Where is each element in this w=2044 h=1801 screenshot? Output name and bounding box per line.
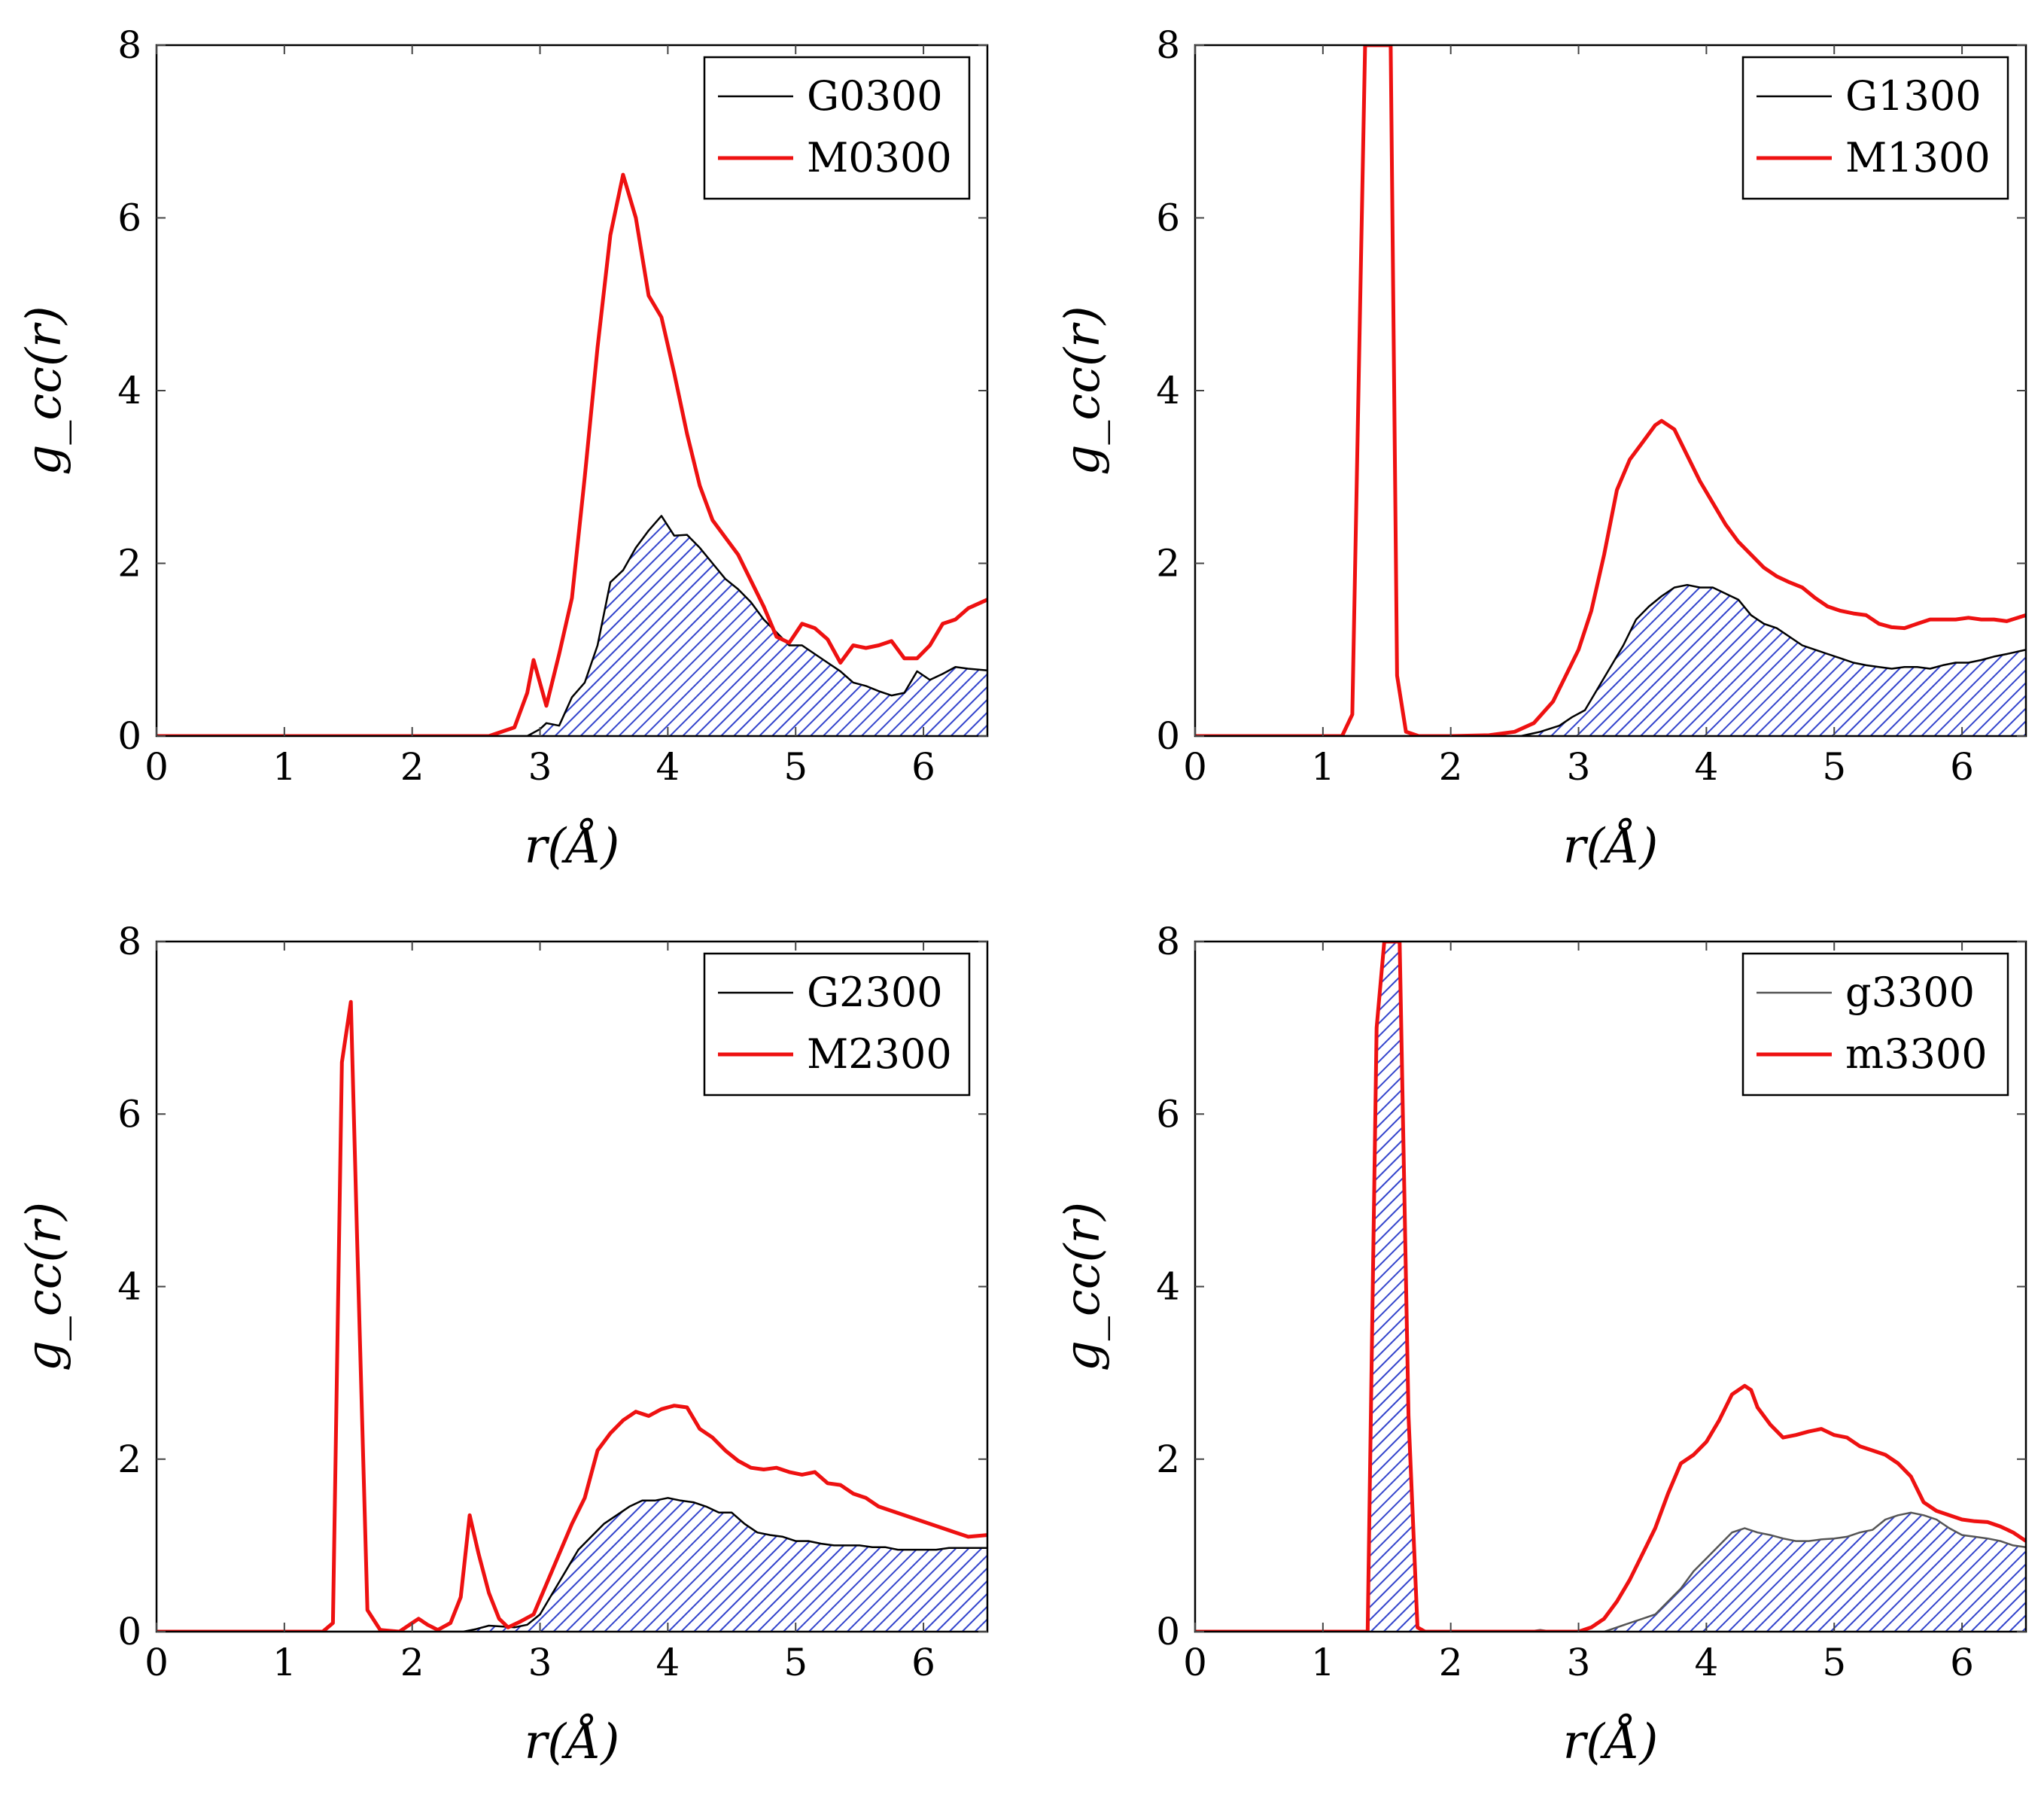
y-tick-label: 2: [1156, 1437, 1180, 1481]
x-tick-label: 5: [783, 745, 808, 789]
y-tick-label: 4: [1156, 1265, 1180, 1309]
y-tick-label: 2: [117, 542, 141, 586]
y-tick-label: 2: [117, 1437, 141, 1481]
chart-panel-2: 0 1 2 3 4 5 6 0 2 4 6 8 r(Å) g_cc(r) G1300 M1300: [1055, 23, 2027, 875]
x-tick-label: 6: [1950, 1641, 1974, 1684]
series-group: [157, 172, 987, 736]
x-axis-label: r(Å): [1563, 818, 1659, 875]
series-area-G2300: [157, 1498, 987, 1632]
x-tick-label: 1: [272, 1641, 297, 1684]
x-tick-label: 4: [655, 745, 680, 789]
x-tick-label: 4: [1694, 745, 1718, 789]
legend-label: g3300: [1845, 969, 1975, 1016]
legend-box: [703, 952, 971, 1097]
series-area-G1300: [1195, 585, 2026, 736]
chart-panel-3: 0 1 2 3 4 5 6 0 2 4 6 8 r(Å) g_cc(r) G2300 M2300: [17, 920, 989, 1770]
y-tick-label: 0: [1156, 1610, 1180, 1653]
x-tick-label: 5: [783, 1641, 808, 1684]
legend: g3300 m3300: [1741, 952, 2009, 1097]
x-tick-label: 3: [528, 1641, 552, 1684]
series-area-G0300: [157, 516, 987, 736]
legend-box: [1741, 952, 2009, 1097]
y-tick-label: 0: [1156, 714, 1180, 758]
y-axis-label: g_cc(r): [17, 306, 72, 475]
x-tick-label: 5: [1822, 745, 1846, 789]
x-tick-label: 3: [528, 745, 552, 789]
series-line-G2300: [157, 1497, 987, 1632]
legend-box: [1741, 56, 2009, 200]
x-tick-label: 6: [911, 745, 935, 789]
series-line-G1300: [1195, 583, 2026, 736]
legend: G2300 M2300: [703, 952, 971, 1097]
y-tick-label: 8: [117, 23, 141, 67]
x-tick-label: 2: [1439, 1641, 1463, 1684]
x-tick-label: 2: [400, 1641, 424, 1684]
y-axis-label: g_cc(r): [1055, 1202, 1111, 1371]
x-tick-label: 4: [655, 1641, 680, 1684]
legend: G1300 M1300: [1741, 56, 2009, 200]
x-tick-label: 2: [1439, 745, 1463, 789]
legend: G0300 M0300: [703, 56, 971, 200]
series-line-M2300: [157, 999, 987, 1632]
y-tick-label: 6: [1156, 1092, 1180, 1136]
x-tick-label: 3: [1567, 745, 1591, 789]
x-tick-label: 5: [1822, 1641, 1846, 1684]
series-line-m3300: [1195, 942, 2026, 1632]
legend-label: M2300: [807, 1030, 952, 1078]
x-tick-label: 0: [1183, 1641, 1207, 1684]
x-tick-label: 2: [400, 745, 424, 789]
series-line-g3300: [1195, 942, 2026, 1632]
x-tick-label: 6: [1950, 745, 1974, 789]
y-tick-label: 8: [1156, 920, 1180, 963]
x-axis-label: r(Å): [525, 818, 620, 875]
series-group: [1195, 942, 2026, 1632]
y-tick-label: 0: [117, 1610, 141, 1653]
legend-label: M1300: [1845, 134, 1991, 181]
y-tick-label: 6: [1156, 196, 1180, 240]
x-tick-label: 3: [1567, 1641, 1591, 1684]
x-tick-label: 0: [1183, 745, 1207, 789]
series-group: [1195, 45, 2026, 736]
y-axis-label: g_cc(r): [17, 1202, 72, 1371]
series-line-G0300: [157, 515, 987, 736]
legend-label: m3300: [1845, 1030, 1988, 1078]
x-axis-label: r(Å): [525, 1714, 620, 1770]
x-tick-label: 1: [1311, 1641, 1335, 1684]
y-axis-label: g_cc(r): [1055, 306, 1111, 475]
y-tick-label: 4: [117, 1265, 141, 1309]
y-tick-label: 4: [1156, 369, 1180, 412]
x-tick-label: 1: [272, 745, 297, 789]
y-tick-label: 0: [117, 714, 141, 758]
y-tick-label: 2: [1156, 542, 1180, 586]
x-tick-label: 0: [144, 745, 169, 789]
x-tick-label: 0: [144, 1641, 169, 1684]
y-tick-label: 8: [1156, 23, 1180, 67]
y-tick-label: 8: [117, 920, 141, 963]
x-tick-label: 1: [1311, 745, 1335, 789]
chart-panel-1: 0 1 2 3 4 5 6 0 2 4 6 8 r(Å) g_cc(r) G0300 M0300: [17, 23, 989, 875]
legend-label: G1300: [1845, 72, 1982, 120]
x-tick-label: 4: [1694, 1641, 1718, 1684]
chart-panel-4: 0 1 2 3 4 5 6 0 2 4 6 8 r(Å) g_cc(r) g3300 m3300: [1055, 920, 2027, 1770]
y-tick-label: 4: [117, 369, 141, 412]
series-line-M0300: [157, 172, 987, 736]
legend-label: G0300: [807, 72, 943, 120]
y-tick-label: 6: [117, 1092, 141, 1136]
x-axis-label: r(Å): [1563, 1714, 1659, 1770]
y-tick-label: 6: [117, 196, 141, 240]
legend-box: [703, 56, 971, 200]
series-line-M1300: [1195, 45, 2026, 736]
x-tick-label: 6: [911, 1641, 935, 1684]
legend-label: G2300: [807, 969, 943, 1016]
series-group: [157, 999, 987, 1632]
legend-label: M0300: [807, 134, 952, 181]
